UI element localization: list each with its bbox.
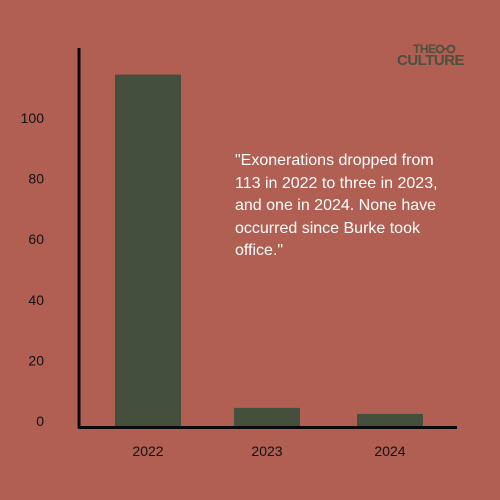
bar-2023	[234, 407, 300, 427]
the-culture-logo: THE CULTURE	[397, 42, 465, 72]
bar-2024	[357, 413, 423, 427]
y-tick-label: 0	[36, 413, 44, 429]
x-tick-label: 2023	[251, 443, 282, 459]
x-tick-label: 2024	[374, 443, 405, 459]
bar-2022	[115, 74, 181, 428]
y-tick-label: 100	[21, 110, 45, 126]
y-tick-label: 20	[28, 352, 44, 368]
glasses-icon	[435, 44, 456, 54]
x-tick-label: 2022	[132, 443, 163, 459]
logo-line-1: THE	[413, 42, 436, 56]
quote-text: "Exonerations dropped from 113 in 2022 t…	[235, 152, 438, 259]
logo-line-2: CULTURE	[397, 52, 465, 69]
y-tick-label: 40	[28, 292, 44, 308]
y-tick-label: 80	[28, 171, 44, 187]
y-tick-label: 60	[28, 231, 44, 247]
